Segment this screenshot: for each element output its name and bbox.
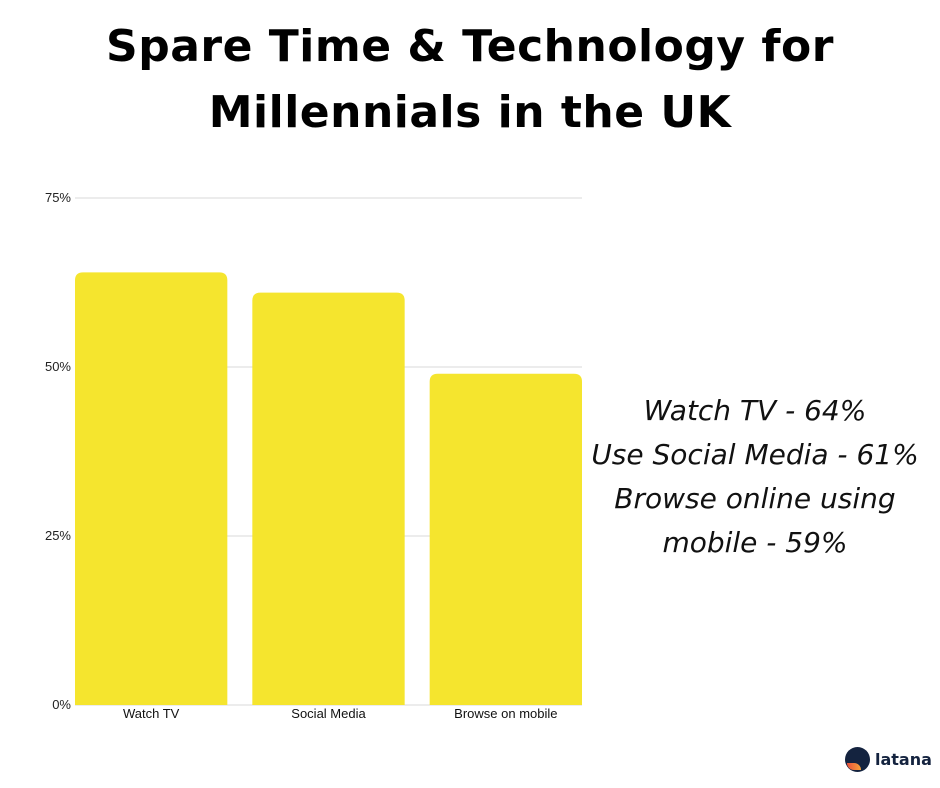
chart-title-line-2: Millennials in the UK (208, 87, 732, 138)
annotation-line-2: Use Social Media - 61% (591, 438, 919, 471)
chart-title: Spare Time & Technology for Millennials … (0, 14, 940, 146)
y-tick-label: 50% (45, 359, 71, 374)
bar-browse-on-mobile (429, 373, 582, 705)
summary-annotation: Watch TV - 64% Use Social Media - 61% Br… (585, 389, 925, 565)
annotation-line-3: Browse online using (614, 482, 896, 515)
bar-watch-tv (75, 272, 228, 705)
latana-logo-icon (845, 746, 870, 772)
x-category-label: Social Media (291, 706, 366, 721)
x-category-label: Browse on mobile (454, 706, 557, 721)
bar-social-media (252, 292, 405, 705)
annotation-line-1: Watch TV - 64% (643, 394, 867, 427)
y-tick-label: 0% (52, 697, 71, 712)
brand-logo: latana (845, 746, 932, 772)
chart-title-line-1: Spare Time & Technology for (106, 21, 834, 72)
logo-text: latana (875, 749, 932, 769)
annotation-line-4: mobile - 59% (662, 526, 848, 559)
y-tick-label: 25% (45, 528, 71, 543)
x-category-label: Watch TV (123, 706, 180, 721)
y-tick-label: 75% (45, 190, 71, 205)
